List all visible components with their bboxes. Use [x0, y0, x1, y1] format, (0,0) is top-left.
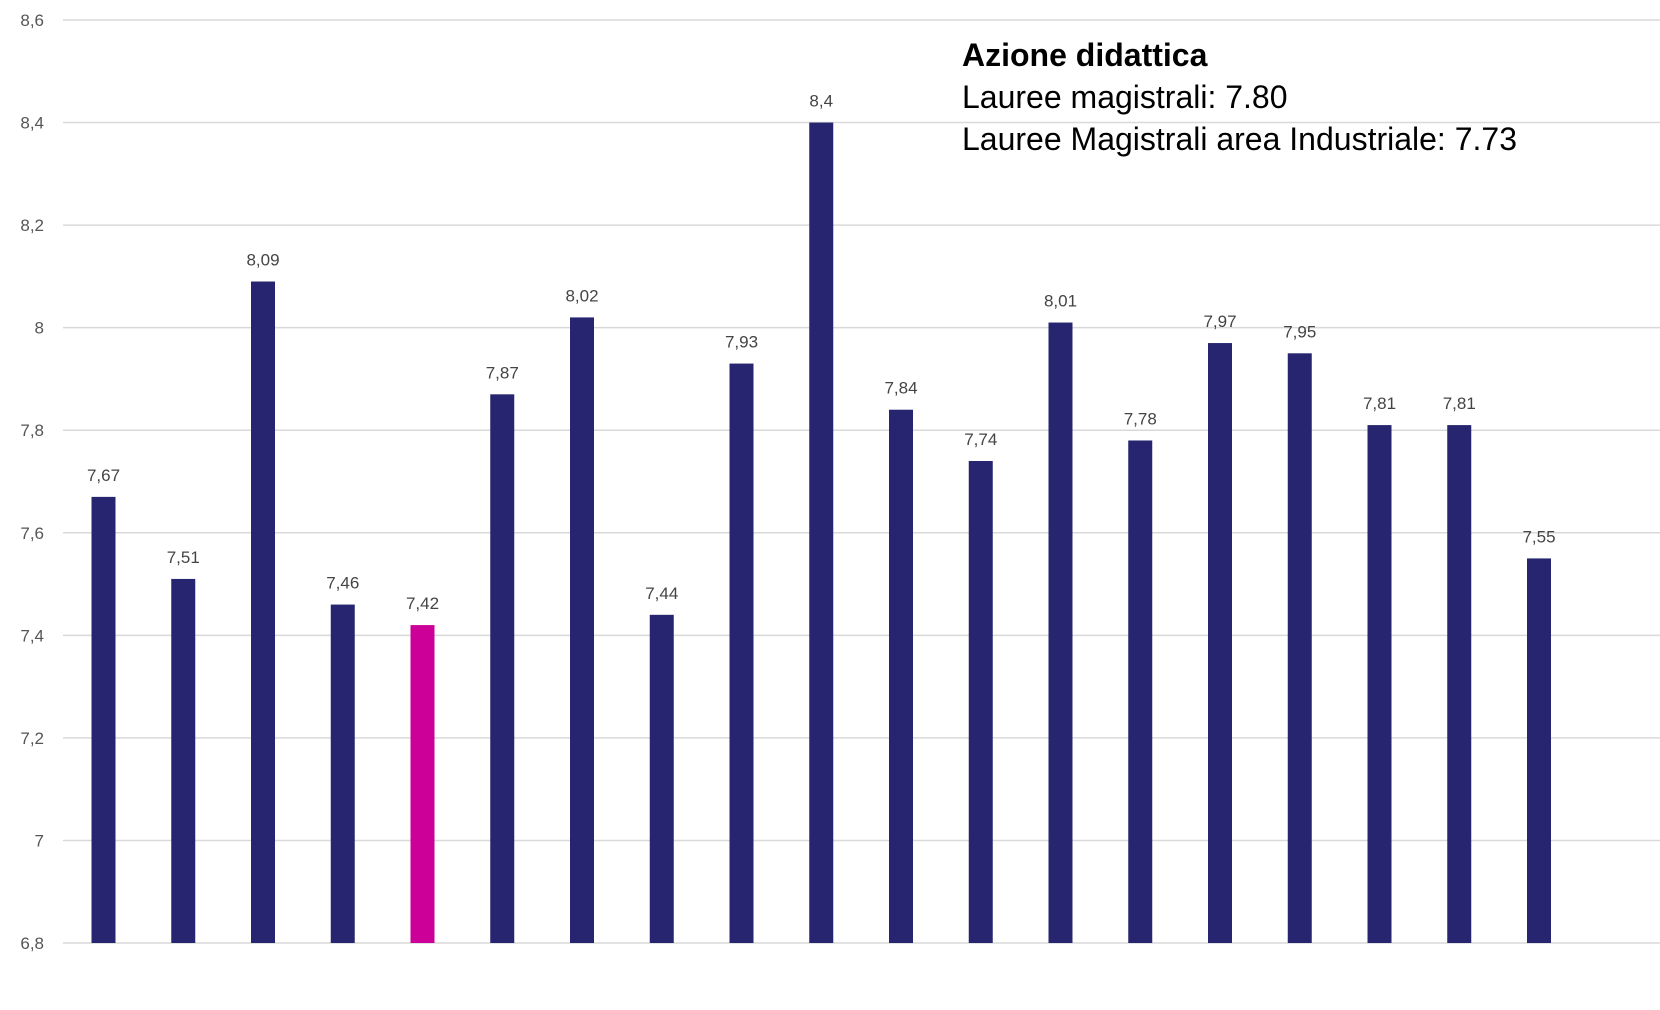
y-tick-label: 8: [35, 319, 44, 338]
bar: [649, 614, 674, 943]
y-tick-label: 7,8: [20, 421, 44, 440]
y-tick-label: 8,6: [20, 11, 44, 30]
bar-value-label: 7,55: [1522, 527, 1555, 546]
bar: [1048, 322, 1073, 943]
bar: [1208, 343, 1232, 943]
bar-value-label: 7,78: [1124, 409, 1157, 428]
y-tick-label: 8,2: [20, 216, 44, 235]
bar: [251, 281, 275, 943]
data-labels: 7,67 7,51 8,09 7,46 7,42 7,87 8,02 7,44 7,93 8,4 7…: [87, 92, 1556, 614]
y-tick-label: 7,4: [20, 626, 44, 645]
bar-highlighted: [410, 625, 435, 943]
bar: [570, 317, 594, 943]
bar: [729, 363, 754, 943]
bar: [1128, 440, 1153, 943]
bar: [809, 122, 834, 944]
bar-value-label: 7,97: [1203, 312, 1236, 331]
bar-value-label: 8,01: [1044, 292, 1077, 311]
bar-value-label: 8,09: [246, 251, 279, 270]
grid-lines: [63, 19, 1660, 944]
bar: [91, 496, 116, 943]
bar-value-label: 7,95: [1283, 322, 1316, 341]
bar-value-label: 7,87: [486, 363, 519, 382]
annotation-title: Azione didattica: [962, 37, 1208, 73]
bar: [1527, 558, 1551, 943]
bar-value-label: 7,51: [167, 548, 200, 567]
bar-value-label: 7,42: [406, 594, 439, 613]
bar: [490, 394, 515, 944]
bar-value-label: 7,67: [87, 466, 120, 485]
bars: [91, 122, 1551, 944]
bar: [889, 409, 913, 943]
bar-value-label: 7,81: [1363, 394, 1396, 413]
bar-value-label: 7,44: [645, 584, 678, 603]
bar-value-label: 7,81: [1443, 394, 1476, 413]
y-tick-label: 7,6: [20, 524, 44, 543]
bar-value-label: 7,93: [725, 333, 758, 352]
bar: [968, 460, 993, 943]
y-tick-label: 7: [35, 831, 44, 850]
annotation-line-magistrali: Lauree magistrali: 7.80: [962, 79, 1288, 115]
y-tick-label: 6,8: [20, 934, 44, 953]
bar-value-label: 8,02: [565, 286, 598, 305]
bar-value-label: 7,74: [964, 430, 997, 449]
y-tick-label: 8,4: [20, 114, 44, 133]
bar-value-label: 7,84: [884, 379, 917, 398]
y-tick-label: 7,2: [20, 729, 44, 748]
bar-value-label: 7,46: [326, 574, 359, 593]
bar: [1447, 425, 1472, 943]
bar: [171, 578, 196, 943]
bar: [1287, 353, 1312, 943]
bar-value-label: 8,4: [809, 92, 833, 111]
annotation-line-industriale: Lauree Magistrali area Industriale: 7.73: [962, 121, 1517, 157]
chart-annotation: Azione didattica Lauree magistrali: 7.80…: [962, 34, 1517, 160]
bar: [330, 604, 355, 943]
bar: [1367, 425, 1392, 943]
y-axis-ticks: 6,8 7 7,2 7,4 7,6 7,8 8 8,2 8,4 8,6: [20, 11, 44, 953]
